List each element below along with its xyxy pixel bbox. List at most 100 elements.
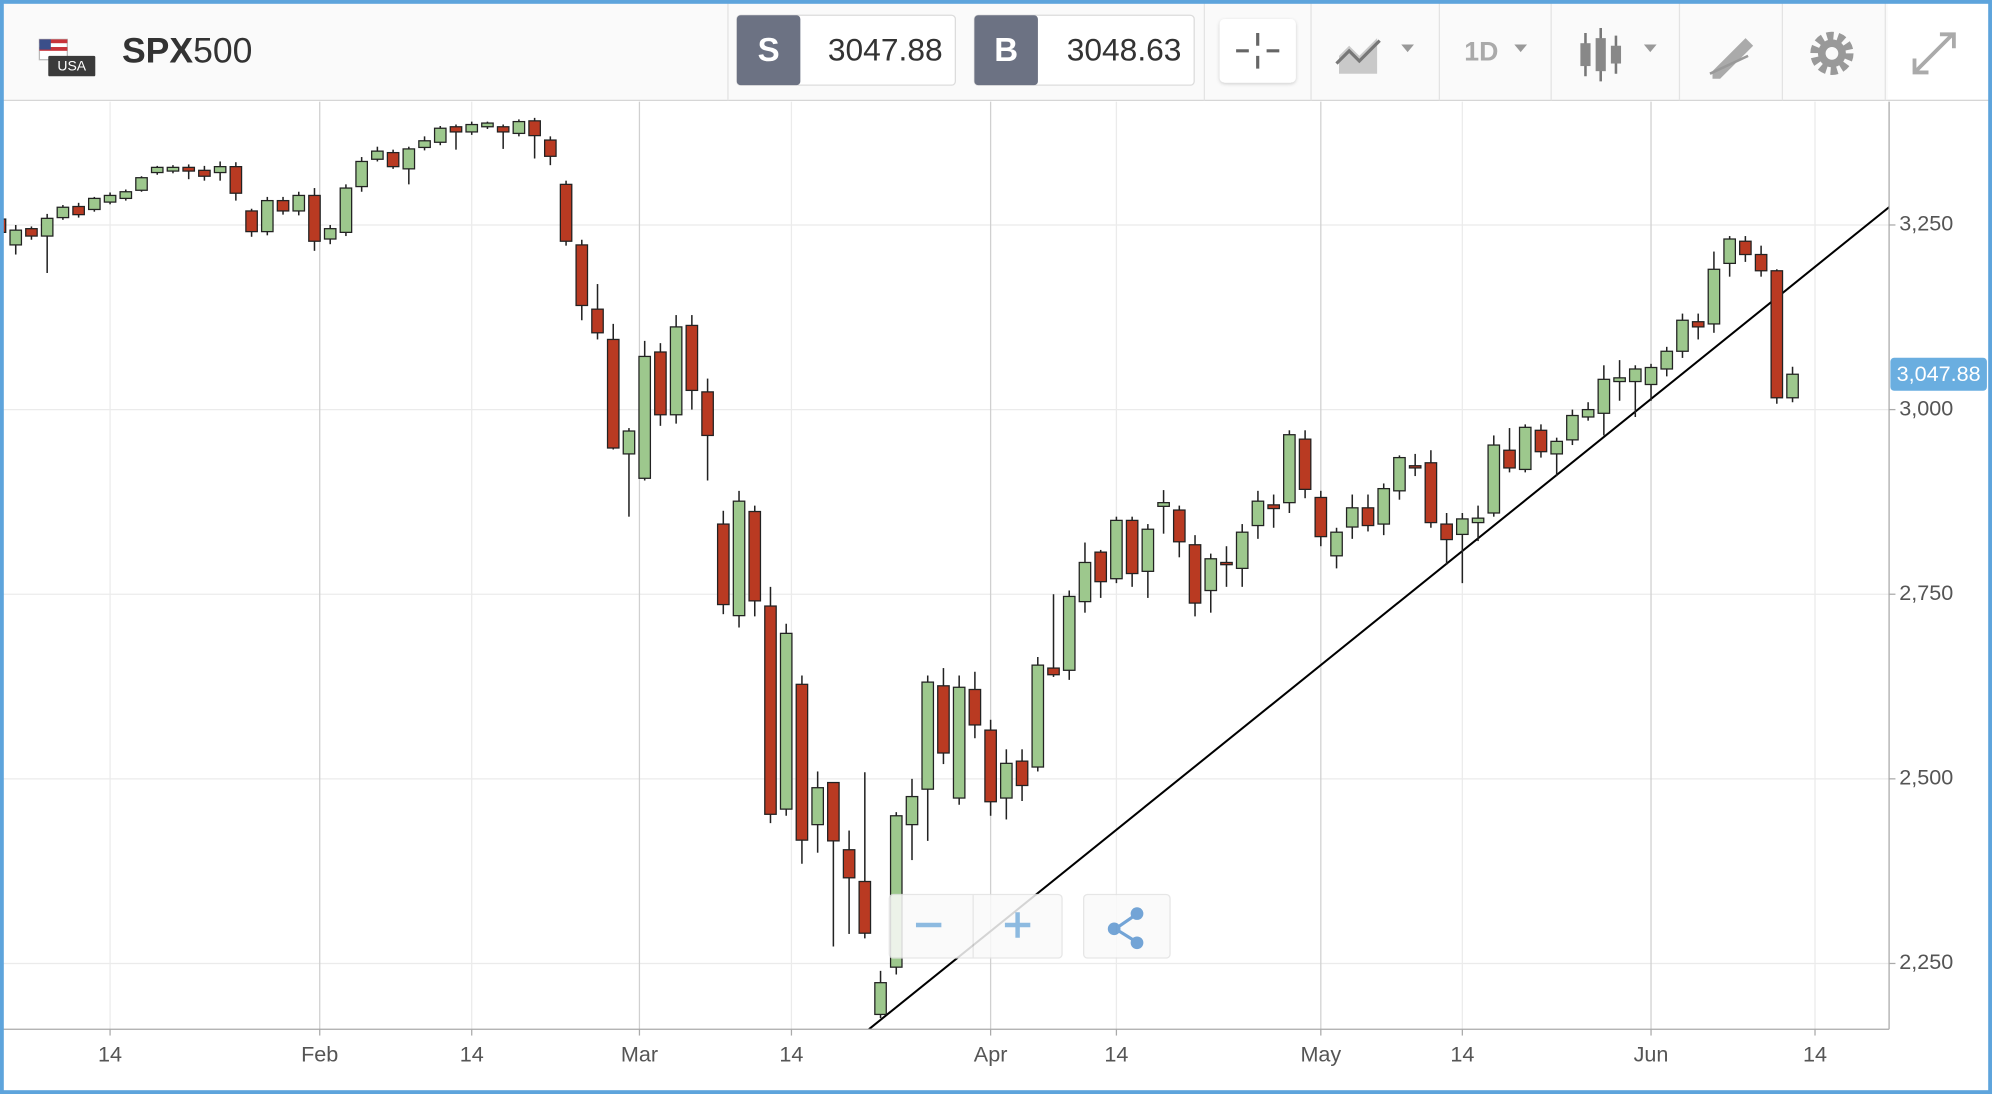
candle-body [1581, 408, 1595, 418]
zoom-box [888, 893, 1063, 959]
candle-body [654, 351, 667, 416]
gear-hole[interactable] [1825, 47, 1839, 60]
share-node[interactable] [1130, 936, 1144, 950]
buy-button[interactable]: B 3048.63 [973, 14, 1195, 86]
candle-body [323, 228, 337, 240]
fullscreen-icon[interactable] [1912, 32, 1956, 75]
candle-body [308, 194, 321, 242]
candle-body [418, 140, 431, 149]
candle-body [1770, 270, 1784, 399]
candle-body [779, 632, 793, 810]
candle-body [921, 681, 935, 790]
candle-body [276, 199, 290, 212]
candle-body [150, 166, 164, 174]
settings-button[interactable] [1810, 31, 1854, 75]
candle-body [40, 217, 54, 237]
candle-body [1440, 523, 1453, 541]
chart-type-button[interactable] [1335, 38, 1414, 74]
candle-body [25, 228, 38, 237]
candle-icon[interactable] [1580, 43, 1591, 67]
pen-line[interactable] [1709, 54, 1749, 75]
candle-body [1188, 544, 1202, 604]
candle-body [87, 197, 101, 211]
candle-body [1487, 444, 1501, 514]
candle-body [1267, 504, 1281, 510]
candle-body [842, 849, 856, 879]
candle-body [449, 126, 463, 133]
buy-tag[interactable] [974, 15, 1038, 86]
candle-body [402, 148, 416, 170]
candle-body [1345, 507, 1359, 528]
candle-body [386, 151, 400, 168]
fullscreen-button[interactable] [1887, 2, 1990, 100]
timeframe[interactable]: 1D [1464, 36, 1498, 66]
x-tick-label: 14 [460, 1042, 484, 1067]
buy-price[interactable]: 3048.63 [1067, 31, 1182, 67]
candle-type-button[interactable] [1580, 27, 1657, 82]
candle-body [984, 729, 997, 803]
draw-button[interactable] [1709, 38, 1754, 79]
symbol-main: SPX [122, 31, 193, 71]
candle-body [1503, 449, 1516, 469]
buy-label[interactable]: B [994, 31, 1018, 68]
candle-body [874, 982, 887, 1016]
candle-body [1204, 558, 1218, 592]
zoom-in[interactable] [1004, 912, 1031, 938]
candle-body [1786, 373, 1799, 399]
candle-body [1691, 321, 1705, 328]
last-price-label: 3,047.88 [1897, 361, 1981, 386]
crosshair-box[interactable] [1219, 19, 1296, 83]
candle-body [72, 205, 85, 216]
candle-body [591, 308, 604, 334]
candle-body [1723, 238, 1737, 265]
candle-body [56, 206, 70, 219]
line-icon[interactable] [1335, 39, 1381, 65]
sell-button[interactable]: S 3047.88 [736, 14, 956, 86]
crosshair-icon[interactable] [1236, 33, 1280, 69]
candle-body [496, 126, 510, 133]
share-node[interactable] [1130, 907, 1144, 920]
share-icon[interactable] [1107, 907, 1144, 950]
candle-body [1062, 595, 1076, 671]
x-tick-label: 14 [1450, 1042, 1474, 1067]
candle-body [999, 762, 1013, 799]
share-node[interactable] [1107, 922, 1121, 936]
y-tick-label: 2,500 [1899, 765, 1953, 790]
candle-body [135, 177, 148, 191]
area-icon[interactable] [1339, 38, 1378, 74]
candle-icon[interactable] [1595, 38, 1606, 72]
share-box[interactable] [1083, 893, 1171, 959]
candle-body [638, 355, 652, 479]
candle-body [1235, 531, 1249, 570]
candle-body [889, 815, 903, 968]
caret[interactable] [1401, 44, 1414, 53]
y-tick-label: 3,250 [1899, 211, 1953, 236]
sell-price[interactable]: 3047.88 [828, 31, 943, 67]
candle-body [481, 122, 494, 128]
candle-body [827, 781, 840, 842]
sell-tag[interactable] [736, 15, 801, 86]
candle-body [764, 605, 777, 815]
candle-body [1424, 462, 1438, 524]
zoom-controls [888, 893, 1171, 959]
x-tick-label: 14 [779, 1042, 803, 1067]
sell-label[interactable]: S [758, 31, 780, 68]
candle-body [685, 324, 699, 392]
candle-body [1110, 519, 1123, 580]
candle-body [182, 166, 196, 172]
caret[interactable] [1643, 44, 1657, 53]
candle-body [1518, 426, 1532, 471]
candle-body [1220, 561, 1233, 566]
crosshair-button[interactable] [1219, 19, 1296, 83]
candle-body [905, 795, 919, 826]
candle-body [1330, 531, 1343, 557]
caret[interactable] [1514, 44, 1528, 53]
candle-icon[interactable] [1610, 45, 1622, 64]
gear-teeth[interactable] [1810, 31, 1854, 75]
grid [0, 101, 1890, 1030]
timeframe-button[interactable]: 1D [1464, 36, 1528, 66]
candle-body [1676, 319, 1689, 352]
flag-stripe [39, 39, 68, 44]
